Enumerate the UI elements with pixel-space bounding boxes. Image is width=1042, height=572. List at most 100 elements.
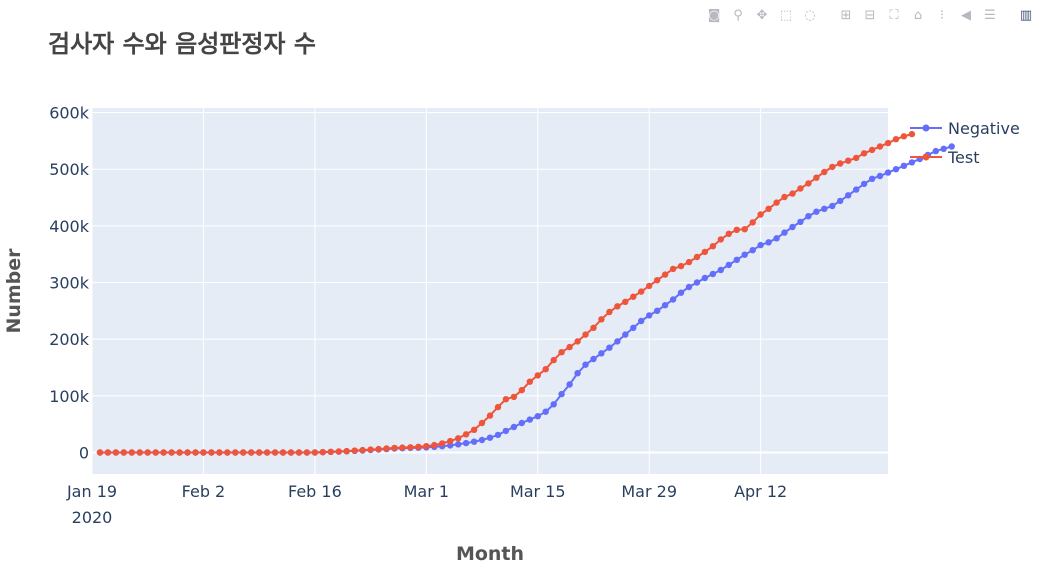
data-point[interactable] <box>494 403 502 411</box>
data-point[interactable] <box>256 449 263 456</box>
data-point[interactable] <box>598 350 605 357</box>
data-point[interactable] <box>654 277 661 284</box>
data-point[interactable] <box>646 282 653 290</box>
data-point[interactable] <box>375 445 382 453</box>
zoom-icon[interactable]: ⚲ <box>733 8 743 23</box>
data-point[interactable] <box>462 431 470 438</box>
data-point[interactable] <box>940 145 947 152</box>
data-point[interactable] <box>853 154 860 162</box>
data-point[interactable] <box>359 446 366 454</box>
data-point[interactable] <box>725 230 732 237</box>
pan-icon[interactable]: ✥ <box>756 8 768 23</box>
data-point[interactable] <box>630 293 637 300</box>
data-point[interactable] <box>566 343 573 351</box>
data-point[interactable] <box>757 211 764 218</box>
data-point[interactable] <box>351 447 358 454</box>
data-point[interactable] <box>884 139 892 147</box>
data-point[interactable] <box>845 157 852 164</box>
data-point[interactable] <box>248 449 255 456</box>
data-point[interactable] <box>789 223 796 231</box>
data-point[interactable] <box>574 338 581 345</box>
data-point[interactable] <box>709 270 717 278</box>
data-point[interactable] <box>383 445 390 452</box>
data-point[interactable] <box>335 448 342 455</box>
data-point[interactable] <box>661 271 669 278</box>
data-point[interactable] <box>669 265 677 273</box>
data-point[interactable] <box>494 431 502 439</box>
data-point[interactable] <box>176 449 183 456</box>
data-point[interactable] <box>526 378 533 385</box>
data-point[interactable] <box>478 436 486 444</box>
data-point[interactable] <box>590 324 597 331</box>
data-point[interactable] <box>717 236 724 243</box>
data-point[interactable] <box>128 449 135 456</box>
plotly-logo-icon[interactable]: ▥ <box>1019 8 1033 23</box>
data-point[interactable] <box>709 243 717 250</box>
data-point[interactable] <box>837 197 844 205</box>
data-point[interactable] <box>749 219 756 226</box>
data-point[interactable] <box>279 449 287 456</box>
data-point[interactable] <box>701 274 709 282</box>
data-point[interactable] <box>542 366 549 373</box>
data-point[interactable] <box>431 441 438 449</box>
data-point[interactable] <box>781 229 788 236</box>
data-point[interactable] <box>439 440 446 447</box>
data-point[interactable] <box>685 283 693 291</box>
data-point[interactable] <box>821 168 828 176</box>
data-point[interactable] <box>200 449 207 456</box>
data-point[interactable] <box>510 393 518 401</box>
data-point[interactable] <box>478 419 486 427</box>
data-point[interactable] <box>773 199 780 206</box>
data-point[interactable] <box>669 296 677 303</box>
data-point[interactable] <box>693 253 701 261</box>
data-point[interactable] <box>948 143 955 150</box>
data-point[interactable] <box>892 166 900 173</box>
data-point[interactable] <box>391 444 398 452</box>
data-point[interactable] <box>765 239 772 246</box>
data-point[interactable] <box>685 258 693 266</box>
data-point[interactable] <box>144 449 151 456</box>
data-point[interactable] <box>622 331 629 338</box>
data-point[interactable] <box>343 447 350 455</box>
spike-lines-icon[interactable]: ⁝ <box>939 8 945 23</box>
data-point[interactable] <box>550 401 557 408</box>
hover-closest-icon[interactable]: ◀ <box>961 8 971 23</box>
data-point[interactable] <box>526 416 533 423</box>
autoscale-icon[interactable]: ⛶ <box>889 8 899 23</box>
data-point[interactable] <box>805 213 812 220</box>
data-point[interactable] <box>677 262 685 270</box>
data-point[interactable] <box>232 449 239 456</box>
data-point[interactable] <box>837 160 844 167</box>
data-point[interactable] <box>638 288 645 295</box>
data-point[interactable] <box>781 193 788 201</box>
data-point[interactable] <box>455 441 462 448</box>
data-point[interactable] <box>876 143 884 150</box>
data-point[interactable] <box>598 316 605 323</box>
data-point[interactable] <box>399 444 406 451</box>
data-point[interactable] <box>765 205 772 212</box>
data-point[interactable] <box>311 449 319 456</box>
data-point[interactable] <box>590 355 597 363</box>
data-point[interactable] <box>908 159 916 166</box>
data-point[interactable] <box>566 381 573 388</box>
data-point[interactable] <box>160 449 167 456</box>
data-point[interactable] <box>510 423 518 431</box>
data-point[interactable] <box>550 356 557 364</box>
data-point[interactable] <box>606 308 613 316</box>
data-point[interactable] <box>725 261 732 269</box>
data-point[interactable] <box>900 162 908 169</box>
data-point[interactable] <box>876 172 884 180</box>
data-point[interactable] <box>104 449 112 456</box>
data-point[interactable] <box>932 147 939 155</box>
data-point[interactable] <box>630 324 637 331</box>
data-point[interactable] <box>638 317 645 325</box>
data-point[interactable] <box>654 307 661 314</box>
legend-item-test[interactable]: Test <box>910 148 980 167</box>
zoom-out-icon[interactable]: ⊟ <box>864 8 876 23</box>
data-point[interactable] <box>606 344 613 351</box>
legend[interactable]: Negative Test <box>910 119 1020 167</box>
data-point[interactable] <box>534 372 541 379</box>
hover-compare-icon[interactable]: ☰ <box>984 8 996 23</box>
data-point[interactable] <box>447 437 454 445</box>
data-point[interactable] <box>518 386 525 394</box>
